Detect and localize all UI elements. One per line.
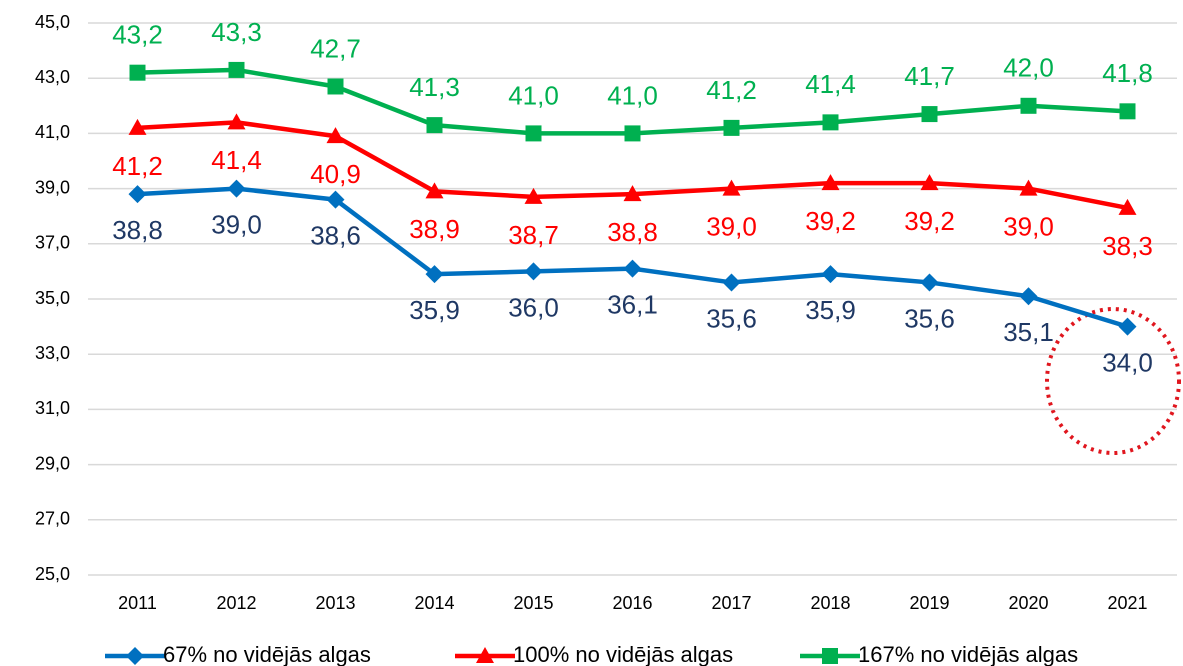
data-label: 39,2 [904,206,955,236]
data-label: 38,9 [409,214,460,244]
x-tick-label: 2013 [315,593,355,613]
marker [623,259,642,278]
data-label: 39,0 [211,209,262,239]
data-label: 39,0 [1003,211,1054,241]
marker [525,125,542,142]
y-tick-label: 25,0 [35,564,70,584]
marker [722,273,741,292]
marker [623,185,642,202]
data-label: 41,2 [112,151,163,181]
marker [524,187,543,204]
y-tick-label: 29,0 [35,453,70,473]
marker [425,182,444,199]
marker [1118,198,1137,215]
highlight-circle [1045,307,1181,455]
marker [723,119,740,136]
y-tick-label: 35,0 [35,288,70,308]
marker [425,265,444,284]
legend-label: 67% no vidējās algas [163,642,371,666]
marker [228,61,245,78]
marker [524,262,543,281]
data-label: 41,0 [607,80,658,110]
marker [624,125,641,142]
data-label: 38,6 [310,221,361,251]
data-label: 36,1 [607,290,658,320]
marker [722,179,741,196]
x-tick-label: 2012 [216,593,256,613]
data-label: 40,9 [310,159,361,189]
x-tick-label: 2018 [810,593,850,613]
marker [920,273,939,292]
y-tick-label: 31,0 [35,398,70,418]
data-label: 41,2 [706,75,757,105]
data-label: 41,4 [805,69,856,99]
legend-marker [822,648,838,664]
data-label: 35,6 [904,303,955,333]
x-tick-label: 2017 [711,593,751,613]
x-tick-label: 2019 [909,593,949,613]
marker [129,64,146,81]
data-label: 39,0 [706,211,757,241]
marker [821,174,840,191]
marker [128,118,147,135]
marker [227,113,246,130]
legend-label: 167% no vidējās algas [858,642,1078,666]
x-tick-label: 2011 [118,593,157,613]
marker [1118,317,1137,336]
data-label: 38,8 [112,215,163,245]
data-label: 34,0 [1102,347,1153,377]
marker [426,117,443,134]
data-label: 35,9 [409,295,460,325]
data-label: 38,3 [1102,231,1153,261]
x-tick-label: 2020 [1008,593,1048,613]
data-label: 35,6 [706,303,757,333]
data-label: 35,9 [805,295,856,325]
marker [326,190,345,209]
y-tick-label: 33,0 [35,343,70,363]
data-label: 38,8 [607,217,658,247]
legend-marker [476,647,494,663]
data-label: 35,1 [1003,317,1054,347]
data-label: 43,2 [112,20,163,50]
data-label: 41,0 [508,80,559,110]
x-tick-label: 2014 [414,593,454,613]
marker [1020,97,1037,114]
data-label: 41,7 [904,61,955,91]
plot: 25,0 27,0 29,0 31,0 33,0 35,0 37,0 39,0 41,0 43,0… [35,12,1177,666]
marker [822,114,839,131]
x-tick-label: 2016 [612,593,652,613]
marker [327,78,344,95]
marker [1119,103,1136,120]
y-tick-label: 41,0 [35,122,70,142]
legend-label: 100% no vidējās algas [513,642,733,666]
data-label: 41,4 [211,145,262,175]
data-label: 36,0 [508,292,559,322]
data-label: 38,7 [508,220,559,250]
data-label: 41,8 [1102,58,1153,88]
data-label: 42,0 [1003,53,1054,83]
marker [1019,287,1038,306]
data-label: 39,2 [805,206,856,236]
marker [920,174,939,191]
y-tick-label: 45,0 [35,12,70,32]
y-tick-label: 27,0 [35,509,70,529]
marker [921,106,938,123]
x-tick-label: 2021 [1107,593,1147,613]
x-tick-label: 2015 [513,593,553,613]
marker [1019,179,1038,196]
y-tick-label: 39,0 [35,177,70,197]
marker [227,179,246,198]
legend-marker [126,647,144,665]
data-label: 43,3 [211,17,262,47]
marker [326,127,345,144]
marker [821,265,840,284]
y-tick-label: 37,0 [35,233,70,253]
data-label: 41,3 [409,72,460,102]
marker [128,185,147,204]
data-label: 42,7 [310,33,361,63]
y-tick-label: 43,0 [35,67,70,87]
